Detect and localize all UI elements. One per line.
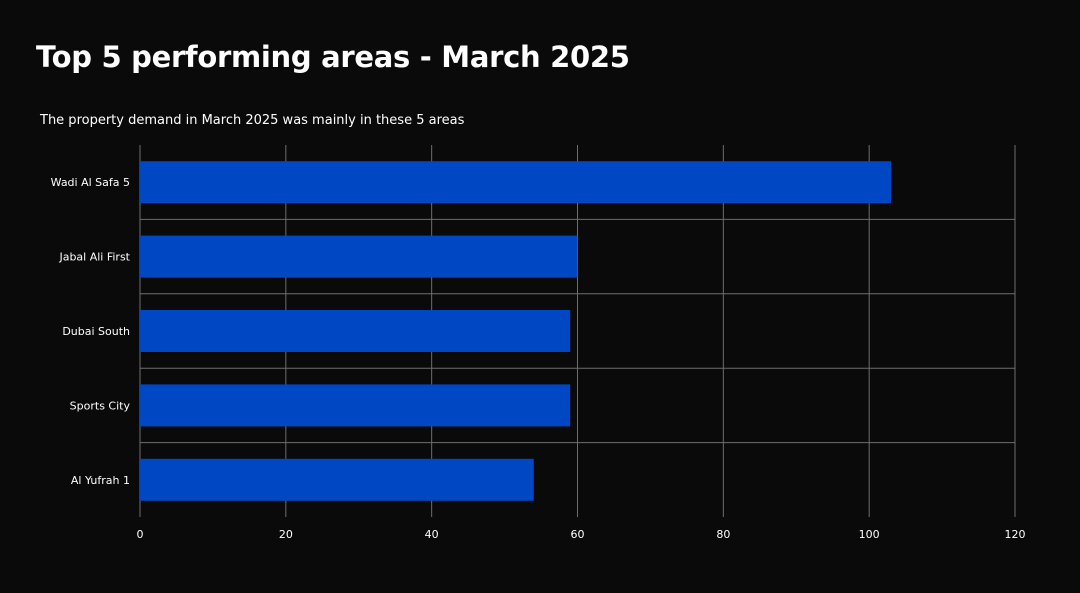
category-label: Jabal Ali First (58, 251, 130, 264)
x-tick-label: 120 (1005, 528, 1026, 541)
bar-layer (140, 161, 892, 501)
category-label: Dubai South (62, 325, 130, 338)
bar (140, 161, 892, 204)
category-label: Al Yufrah 1 (71, 474, 130, 487)
bar (140, 235, 578, 278)
x-tick-label: 20 (279, 528, 293, 541)
chart-subtitle: The property demand in March 2025 was ma… (40, 113, 465, 128)
x-tick-label: 40 (425, 528, 439, 541)
bar (140, 458, 534, 501)
x-tick-label: 0 (137, 528, 144, 541)
x-tick-label: 60 (571, 528, 585, 541)
category-label: Wadi Al Safa 5 (51, 176, 130, 189)
label-layer: 0 20 40 60 80 100 120 Wadi Al Safa 5 Jabal Ali F… (51, 176, 1026, 541)
bar (140, 384, 571, 427)
chart-title: Top 5 performing areas - March 2025 (36, 40, 630, 74)
category-label: Sports City (70, 399, 131, 412)
bar (140, 310, 571, 352)
x-tick-label: 100 (859, 528, 880, 541)
x-tick-label: 80 (716, 528, 730, 541)
